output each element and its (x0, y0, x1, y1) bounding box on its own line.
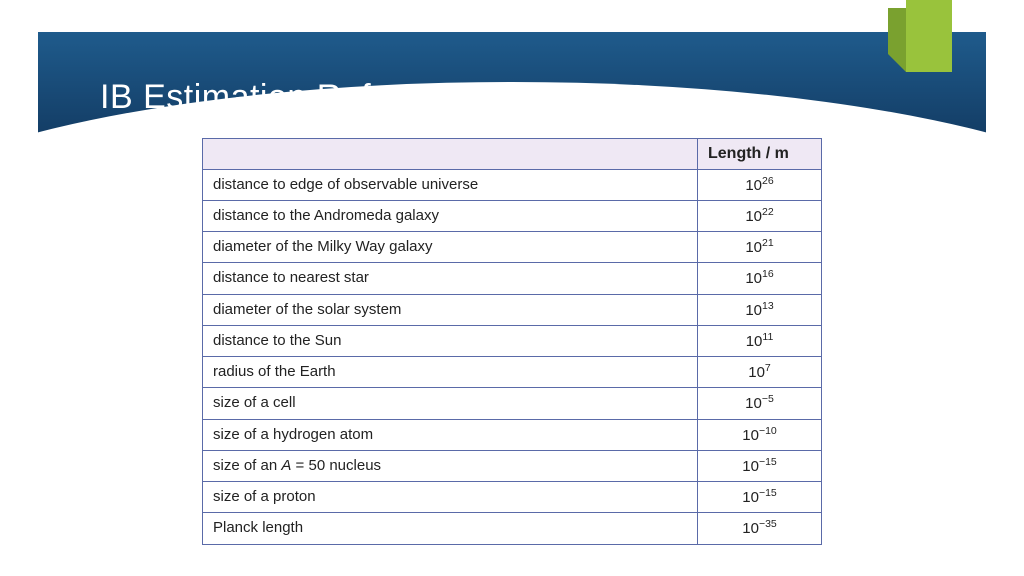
row-value: 10−5 (698, 388, 822, 419)
row-label: diameter of the solar system (203, 294, 698, 325)
page-title: IB Estimation Reference points (100, 78, 582, 117)
table-row: diameter of the Milky Way galaxy1021 (203, 232, 822, 263)
table-row: size of an A = 50 nucleus10−15 (203, 450, 822, 481)
table-row: diameter of the solar system1013 (203, 294, 822, 325)
row-label: distance to the Sun (203, 325, 698, 356)
row-label: size of an A = 50 nucleus (203, 450, 698, 481)
row-value: 1013 (698, 294, 822, 325)
table-row: radius of the Earth107 (203, 357, 822, 388)
row-label: diameter of the Milky Way galaxy (203, 232, 698, 263)
row-value: 107 (698, 357, 822, 388)
row-label: size of a proton (203, 482, 698, 513)
table-row: size of a hydrogen atom10−10 (203, 419, 822, 450)
table-row: Planck length10−35 (203, 513, 822, 544)
row-label: size of a hydrogen atom (203, 419, 698, 450)
table-row: distance to nearest star1016 (203, 263, 822, 294)
row-label: distance to the Andromeda galaxy (203, 200, 698, 231)
length-scale-table-panel: Length / m distance to edge of observabl… (202, 138, 822, 545)
row-value: 10−10 (698, 419, 822, 450)
table-row: distance to the Sun1011 (203, 325, 822, 356)
row-value: 10−35 (698, 513, 822, 544)
table-row: size of a proton10−15 (203, 482, 822, 513)
row-value: 1016 (698, 263, 822, 294)
row-value: 10−15 (698, 482, 822, 513)
table-body: distance to edge of observable universe1… (203, 169, 822, 544)
table-row: distance to the Andromeda galaxy1022 (203, 200, 822, 231)
row-value: 10−15 (698, 450, 822, 481)
table-header-blank (203, 139, 698, 170)
row-label: radius of the Earth (203, 357, 698, 388)
row-label: distance to nearest star (203, 263, 698, 294)
row-value: 1011 (698, 325, 822, 356)
row-value: 1026 (698, 169, 822, 200)
table-row: size of a cell10−5 (203, 388, 822, 419)
length-scale-table: Length / m distance to edge of observabl… (202, 138, 822, 545)
table-header-row: Length / m (203, 139, 822, 170)
row-label: distance to edge of observable universe (203, 169, 698, 200)
table-header-length: Length / m (698, 139, 822, 170)
table-row: distance to edge of observable universe1… (203, 169, 822, 200)
row-label: Planck length (203, 513, 698, 544)
accent-ribbon (906, 0, 952, 72)
row-value: 1021 (698, 232, 822, 263)
row-label: size of a cell (203, 388, 698, 419)
row-value: 1022 (698, 200, 822, 231)
